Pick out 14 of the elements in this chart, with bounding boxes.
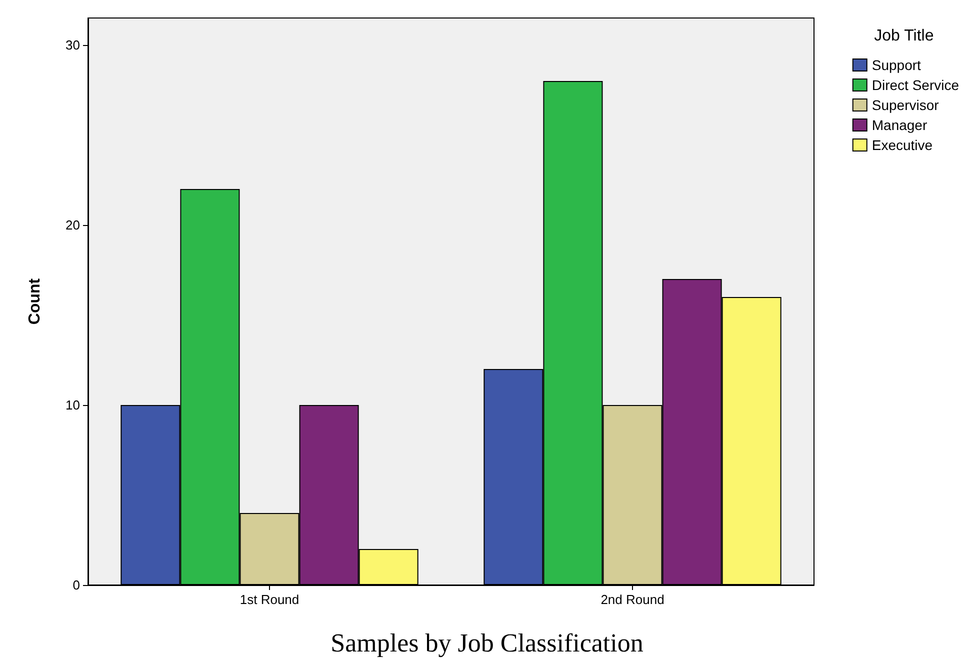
x-tick-label: 2nd Round — [600, 592, 664, 607]
y-axis-title: Count — [26, 278, 44, 325]
legend-label: Support — [872, 57, 922, 73]
legend-label: Direct Service — [872, 77, 960, 93]
legend-label: Executive — [872, 137, 933, 153]
text: Samples by Job Classification — [330, 628, 644, 658]
y-tick-label: 10 — [66, 398, 80, 412]
y-tick-label: 30 — [66, 38, 80, 52]
x-tick-label: 1st Round — [240, 592, 300, 607]
legend-label: Manager — [872, 117, 928, 133]
y-tick-label: 20 — [66, 218, 80, 232]
y-tick-label: 0 — [72, 578, 80, 592]
legend-label: Supervisor — [872, 97, 940, 113]
legend-title: Job Title — [874, 28, 934, 44]
